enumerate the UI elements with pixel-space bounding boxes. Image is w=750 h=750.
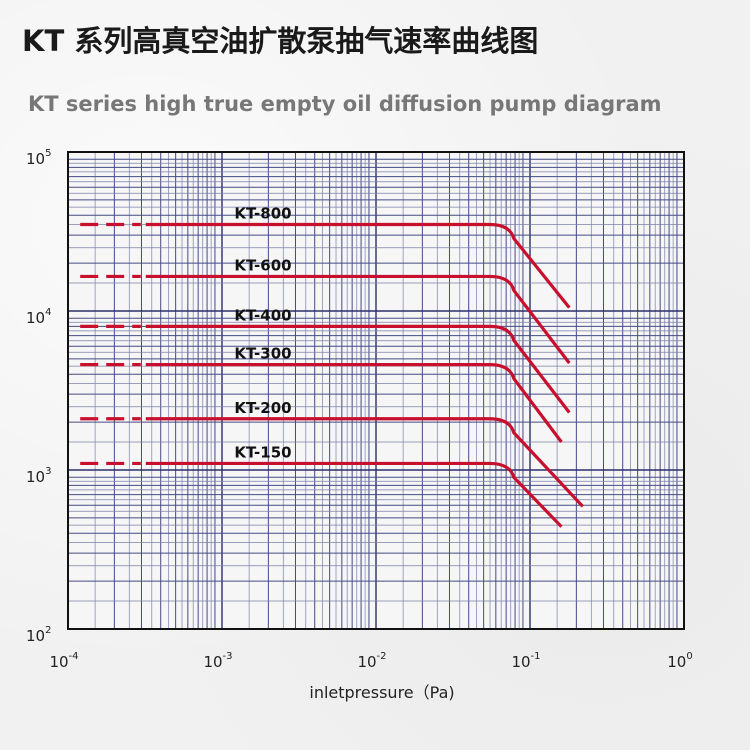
y-tick-label: 104	[26, 307, 51, 327]
series-lines: KT-800 KT-600 KT-400 KT-300 KT-200 KT-150	[80, 204, 584, 528]
y-tick-label: 103	[26, 466, 51, 486]
plot-frame	[67, 151, 685, 630]
y-axis-ticks: 102 103 104 105	[26, 148, 51, 645]
series-label: KT-400	[234, 306, 291, 324]
x-axis-ticks: 10-4 10-3 10-2 10-1 100	[49, 651, 692, 671]
x-tick-label: 10-2	[357, 651, 386, 671]
series-label: KT-150	[234, 443, 291, 461]
x-tick-label: 10-3	[203, 651, 232, 671]
series-label: KT-600	[234, 256, 291, 274]
series-label: KT-200	[234, 399, 291, 417]
y-tick-label: 102	[26, 625, 51, 645]
x-axis-title: inletpressure（Pa)	[309, 683, 454, 702]
series-line	[145, 417, 584, 508]
x-tick-label: 100	[667, 651, 692, 671]
series-label: KT-300	[234, 345, 291, 363]
y-tick-label: 105	[26, 148, 51, 168]
page-title: KT 系列高真空油扩散泵抽气速率曲线图	[22, 24, 539, 58]
series-label: KT-800	[234, 204, 291, 222]
series-line	[145, 461, 563, 528]
series-line	[145, 363, 563, 443]
page-subtitle: KT series high true empty oil diffusion …	[28, 92, 662, 116]
x-tick-label: 10-1	[511, 651, 540, 671]
series-line	[145, 274, 571, 365]
x-tick-label: 10-4	[49, 651, 78, 671]
series-line	[145, 222, 571, 309]
series-line	[145, 324, 571, 414]
